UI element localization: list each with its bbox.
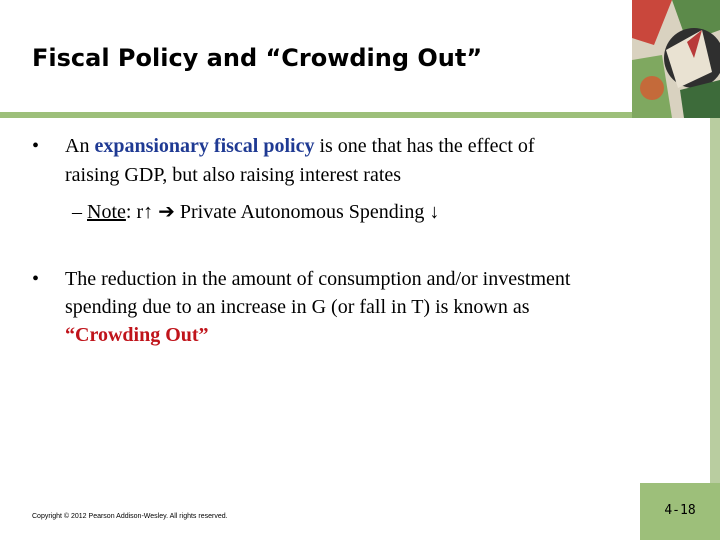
bullet-2-line-1: The reduction in the amount of consumpti… xyxy=(65,268,571,290)
title-band: Fiscal Policy and “Crowding Out” xyxy=(0,0,720,112)
bullet-2-line-3: “Crowding Out” xyxy=(65,324,209,346)
copyright-footer: Copyright © 2012 Pearson Addison-Wesley.… xyxy=(32,513,228,520)
implies-arrow-icon: ➔ xyxy=(158,201,175,223)
sub-bullet-text: Private Autonomous Spending xyxy=(179,201,425,223)
sub-bullet-1: – Note: r↑ ➔ Private Autonomous Spending… xyxy=(72,199,439,224)
bullet-1-post: is one that has the effect of xyxy=(314,135,535,157)
down-arrow-icon: ↓ xyxy=(429,201,440,223)
bullet-1-line-2: raising GDP, but also raising interest r… xyxy=(65,164,402,186)
up-arrow-icon: ↑ xyxy=(143,201,154,223)
bullet-2-marker: • xyxy=(32,268,40,290)
page-number-box: 4-18 xyxy=(640,483,720,540)
bullet-1-line-1: An expansionary fiscal policy is one tha… xyxy=(65,135,535,158)
interest-rate-symbol: r xyxy=(136,201,144,223)
right-accent-bar xyxy=(710,118,720,483)
bullet-1-highlight: expansionary fiscal policy xyxy=(94,135,315,157)
title-rule xyxy=(0,112,632,118)
note-colon: : xyxy=(125,201,132,223)
decorative-artwork xyxy=(632,0,720,118)
bullet-1-pre: An xyxy=(65,135,95,157)
slide-title: Fiscal Policy and “Crowding Out” xyxy=(32,44,483,72)
sub-bullet-dash: – xyxy=(72,201,82,223)
page-number: 4-18 xyxy=(664,503,696,518)
note-label: Note xyxy=(87,201,126,223)
bullet-2-line-2: spending due to an increase in G (or fal… xyxy=(65,296,530,318)
bullet-1-marker: • xyxy=(32,135,40,157)
